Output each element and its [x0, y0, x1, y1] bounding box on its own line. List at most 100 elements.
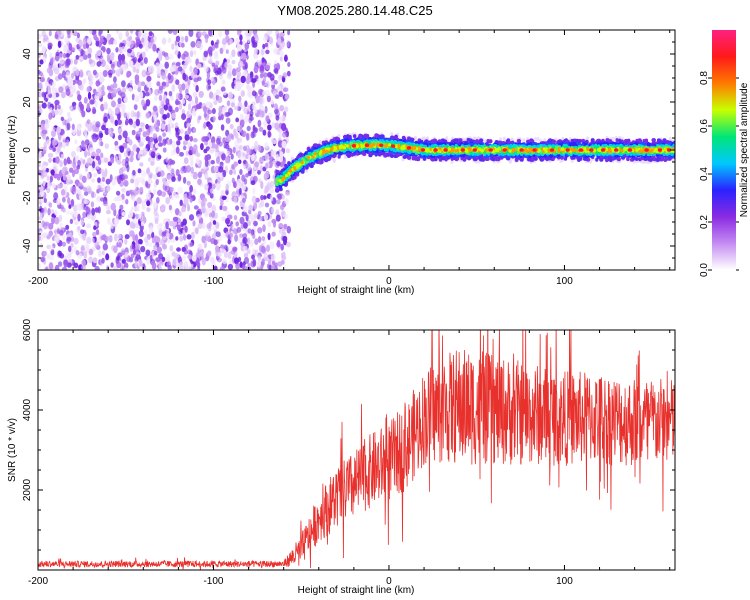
spectrogram-noise-point — [67, 111, 71, 118]
spectrogram-noise-point — [229, 233, 233, 238]
spectrogram-noise-point — [83, 37, 87, 45]
spectrogram-noise-point — [137, 57, 141, 63]
spectrogram-noise-point — [108, 39, 112, 45]
spectrogram-noise-point — [118, 208, 122, 217]
spectrogram-noise-point — [171, 64, 177, 72]
spectrogram-noise-point — [273, 63, 278, 70]
spectrogram-noise-point — [216, 39, 220, 45]
spectrogram-noise-point — [62, 196, 66, 203]
spectrogram-noise-point — [145, 136, 151, 142]
spectrogram-noise-point — [164, 185, 170, 193]
spectrogram-noise-point — [195, 251, 201, 259]
spectrogram-noise-point — [114, 140, 119, 147]
spectrogram-noise-point — [88, 248, 94, 256]
spectrogram-noise-point — [71, 160, 77, 168]
spectrogram-noise-point — [246, 147, 252, 156]
spectrogram-noise-point — [47, 152, 54, 158]
spectrogram-noise-point — [284, 93, 290, 100]
spectrogram-noise-point — [188, 30, 194, 37]
spectrogram-noise-point — [207, 109, 213, 115]
spectrogram-noise-point — [257, 236, 262, 243]
spectrogram-noise-point — [190, 71, 195, 79]
spectrogram-noise-point — [83, 78, 87, 84]
spectrogram-noise-point — [39, 71, 43, 76]
spectrogram-noise-point — [184, 94, 190, 100]
spectrogram-noise-point — [48, 262, 54, 270]
spectrogram-noise-point — [134, 205, 140, 212]
spectrogram-noise-point — [169, 194, 175, 201]
spectrogram-noise-point — [239, 40, 243, 46]
spectrogram-noise-point — [250, 131, 255, 139]
spectrogram-noise-point — [230, 102, 235, 108]
spectrogram-noise-point — [227, 252, 232, 260]
spectrogram-noise-point — [225, 117, 231, 124]
spectrogram-noise-point — [261, 258, 265, 267]
spectrogram-noise-point — [47, 89, 52, 95]
spectrogram-trace-point — [402, 155, 407, 159]
spectrogram-noise-point — [50, 169, 55, 175]
spectrogram-noise-point — [165, 98, 170, 106]
spectrogram-noise-point — [172, 30, 178, 35]
spectrogram-noise-point — [38, 34, 42, 39]
spectrogram-noise-point — [162, 147, 167, 153]
spectrogram-noise-point — [113, 218, 120, 225]
spectrogram-noise-point — [254, 145, 258, 152]
spectrogram-noise-point — [118, 153, 122, 161]
spectrogram-noise-point — [205, 37, 209, 44]
spectrogram-noise-point — [59, 204, 64, 210]
spectrogram-noise-point — [141, 216, 146, 224]
spectrogram-noise-point — [207, 250, 212, 256]
spectrogram-noise-point — [144, 229, 148, 237]
spectrogram-noise-point — [271, 139, 277, 145]
spectrogram-noise-point — [66, 252, 72, 259]
spectrogram-noise-point — [156, 69, 162, 77]
spectrogram-noise-point — [83, 54, 88, 60]
spectrogram-noise-point — [275, 153, 279, 161]
spectrogram-noise-point — [286, 70, 291, 77]
spectrogram-noise-point — [146, 207, 151, 212]
spectrogram-noise-point — [198, 197, 202, 205]
spectrogram-noise-point — [174, 106, 179, 113]
spectrogram-noise-point — [66, 156, 71, 165]
spectrogram-noise-point — [87, 150, 91, 157]
spectrogram-noise-point — [95, 148, 102, 154]
spectrogram-noise-point — [135, 118, 140, 127]
spectrogram-noise-point — [70, 243, 74, 248]
spectrogram-noise-point — [136, 197, 142, 205]
spectrogram-noise-point — [82, 211, 87, 218]
spectrogram-noise-point — [285, 191, 290, 196]
spectrogram-noise-point — [54, 216, 60, 225]
spectrogram-trace-point — [648, 157, 652, 162]
spectrogram-noise-point — [172, 216, 179, 222]
spectrogram-noise-point — [206, 207, 212, 213]
spectrogram-noise-point — [226, 150, 231, 156]
spectrogram-noise-point — [266, 244, 270, 252]
spectrogram-noise-point — [180, 206, 187, 213]
spectrogram-noise-point — [251, 195, 257, 204]
spectrogram-noise-point — [54, 109, 59, 115]
spectrogram-noise-point — [251, 254, 255, 260]
spectrogram-noise-point — [197, 223, 203, 230]
spectrogram-noise-point — [76, 187, 81, 194]
spectrogram-noise-point — [134, 222, 140, 229]
spectrogram-noise-point — [121, 211, 126, 217]
spectrogram-noise-point — [251, 104, 257, 110]
spectrogram-noise-point — [69, 218, 74, 224]
spectrogram-noise-point — [127, 36, 131, 42]
spectrogram-noise-point — [90, 74, 94, 82]
spectrogram-noise-point — [204, 154, 209, 162]
spectrogram-noise-point — [129, 230, 135, 238]
spectrogram-trace-point — [651, 138, 656, 142]
spectrogram-noise-point — [77, 213, 81, 222]
spectrogram-noise-point — [86, 119, 91, 125]
spectrogram-noise-point — [175, 146, 180, 154]
spectrogram-noise-point — [128, 40, 134, 49]
spectrogram-noise-point — [254, 249, 259, 257]
spectrogram-noise-point — [135, 68, 140, 74]
spectrogram-noise-point — [66, 236, 72, 242]
spectrogram-noise-point — [283, 223, 288, 230]
spectrogram-noise-point — [165, 221, 169, 230]
spectrogram-noise-point — [168, 204, 172, 211]
spectrogram-noise-point — [74, 139, 78, 145]
spectrogram-noise-point — [127, 87, 133, 93]
